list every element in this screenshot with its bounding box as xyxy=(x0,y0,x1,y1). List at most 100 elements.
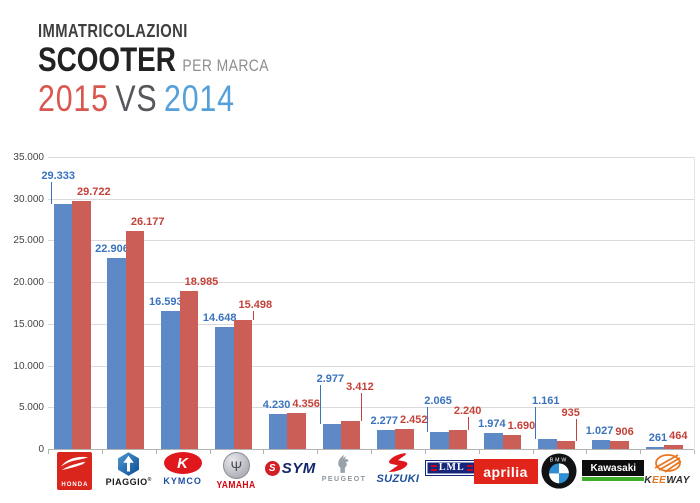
yamaha-tuning-fork-icon: Ψ xyxy=(222,452,250,479)
bar-2014-honda xyxy=(53,204,72,449)
aprilia-badge: aprilia xyxy=(473,459,538,484)
bar-label-2014-kawasaki: 1.027 xyxy=(585,425,614,438)
keeway-logo-part: A xyxy=(675,475,683,486)
keeway-logo: KEEWAY xyxy=(632,452,700,486)
kawasaki-wordmark: Kawasaki xyxy=(590,462,637,474)
y-axis-tick-label: 10.000 xyxy=(13,360,44,372)
bmw-logo-part xyxy=(559,473,570,484)
bar-2015-bmw xyxy=(556,441,575,449)
gridline xyxy=(48,240,694,242)
x-axis-tick xyxy=(48,450,49,454)
piaggio-shield-icon xyxy=(118,452,140,476)
sym-logo: S SYM xyxy=(255,452,325,477)
bmw-roundel-icon: BMW xyxy=(541,453,577,489)
label-leader-2014-lml xyxy=(427,406,429,432)
bar-label-2015-yamaha: 15.498 xyxy=(238,298,273,311)
bar-2014-peugeot xyxy=(322,424,342,449)
bar-label-2014-suzuki: 2.277 xyxy=(370,415,398,427)
yamaha-wordmark: YAMAHA xyxy=(216,480,256,491)
label-leader-2014-peugeot xyxy=(319,385,321,425)
kawasaki-badge: Kawasaki xyxy=(582,460,645,481)
bar-2014-sym xyxy=(268,413,288,449)
x-axis-line xyxy=(48,449,694,450)
honda-badge: HONDA xyxy=(57,452,93,490)
y-axis-tick-label: 35.000 xyxy=(13,152,44,163)
title-line1: IMMATRICOLAZIONI xyxy=(38,21,320,42)
keeway-logo-part: E xyxy=(652,475,660,486)
bar-2015-kymco xyxy=(179,290,199,449)
gridline xyxy=(48,282,694,284)
bar-label-2014-yamaha: 14.648 xyxy=(202,311,237,324)
piaggio-wordmark: PIAGGIO® xyxy=(105,477,152,487)
bar-label-2014-lml: 2.065 xyxy=(424,394,452,407)
bar-label-2015-honda: 29.722 xyxy=(77,186,111,199)
bar-2015-suzuki xyxy=(395,428,414,449)
gridline xyxy=(48,157,694,158)
bar-2015-kawasaki xyxy=(610,441,629,449)
x-axis-tick xyxy=(532,450,534,454)
bar-label-2014-honda: 29.333 xyxy=(41,170,75,183)
keeway-logo-part: W xyxy=(666,475,676,486)
x-axis-tick xyxy=(101,450,103,454)
suzuki-logo-part xyxy=(388,452,408,473)
bar-2015-aprilia xyxy=(502,434,522,449)
suzuki-wordmark: SUZUKI xyxy=(376,473,420,485)
bar-2014-suzuki xyxy=(376,430,395,449)
bar-label-2015-aprilia: 1.690 xyxy=(507,419,536,432)
bar-label-2014-sym: 4.230 xyxy=(262,398,291,411)
x-axis-tick xyxy=(478,450,480,454)
honda-logo-part xyxy=(61,456,89,467)
honda-logo-part xyxy=(62,461,86,471)
suzuki-logo: SUZUKI xyxy=(363,452,433,485)
bar-2014-bmw xyxy=(538,439,557,449)
bmw-logo: BMW xyxy=(524,452,594,489)
title-block: IMMATRICOLAZIONI SCOOTER PER MARCA 2015 VS… xyxy=(38,21,320,120)
aprilia-logo: aprilia xyxy=(471,452,541,484)
bar-label-2014-peugeot: 2.977 xyxy=(316,373,345,386)
bar-2015-piaggio xyxy=(125,230,145,449)
bmw-logo-part xyxy=(549,463,560,474)
x-axis-tick xyxy=(317,450,319,454)
bar-2014-aprilia xyxy=(484,432,503,449)
bar-2014-keeway xyxy=(645,446,665,449)
lml-left-bars xyxy=(430,465,437,471)
title-scooter: SCOOTER xyxy=(38,40,176,79)
kymco-logo-part: K xyxy=(177,454,188,472)
keeway-wordmark: KEEWAY xyxy=(632,475,700,486)
bar-label-2014-bmw: 1.161 xyxy=(531,395,560,408)
year-2015-label: 2015 xyxy=(38,78,109,120)
keeway-logo-part xyxy=(654,454,682,473)
sym-logo-part: S SYM xyxy=(255,460,325,477)
x-axis-tick xyxy=(694,450,695,454)
bar-2015-honda xyxy=(72,201,91,449)
bar-2015-keeway xyxy=(664,445,683,449)
bar-label-2015-keeway: 464 xyxy=(669,430,688,443)
peugeot-logo: PEUGEOT xyxy=(309,452,379,483)
kawasaki-logo-part: Kawasaki xyxy=(582,460,645,476)
peugeot-logo-part xyxy=(338,454,349,473)
sym-wordmark: SYM xyxy=(281,460,316,477)
yamaha-logo-part: Ψ xyxy=(230,457,243,474)
vs-label: VS xyxy=(115,78,158,120)
bar-label-2015-kawasaki: 906 xyxy=(615,426,634,439)
bar-2014-yamaha xyxy=(215,326,234,449)
bar-label-2015-piaggio: 26.177 xyxy=(130,215,165,228)
bar-label-2015-suzuki: 2.452 xyxy=(400,413,428,426)
aprilia-wordmark: aprilia xyxy=(483,463,528,480)
x-axis-tick xyxy=(586,450,588,454)
x-axis-tick xyxy=(371,450,372,454)
label-leader-2015-peugeot xyxy=(360,392,362,421)
title-immatricolazioni: IMMATRICOLAZIONI xyxy=(38,21,188,41)
bar-label-2014-kymco: 16.593 xyxy=(149,295,183,308)
bar-label-2014-keeway: 261 xyxy=(648,431,668,444)
kawasaki-logo: Kawasaki xyxy=(578,452,648,481)
gridline xyxy=(48,323,694,325)
label-leader-2015-bmw xyxy=(576,419,577,442)
gridline xyxy=(48,198,694,200)
lml-right-bars xyxy=(466,465,473,471)
x-axis-tick xyxy=(155,450,157,454)
keeway-logo-part xyxy=(655,454,681,472)
label-leader-2014-bmw xyxy=(535,407,536,440)
